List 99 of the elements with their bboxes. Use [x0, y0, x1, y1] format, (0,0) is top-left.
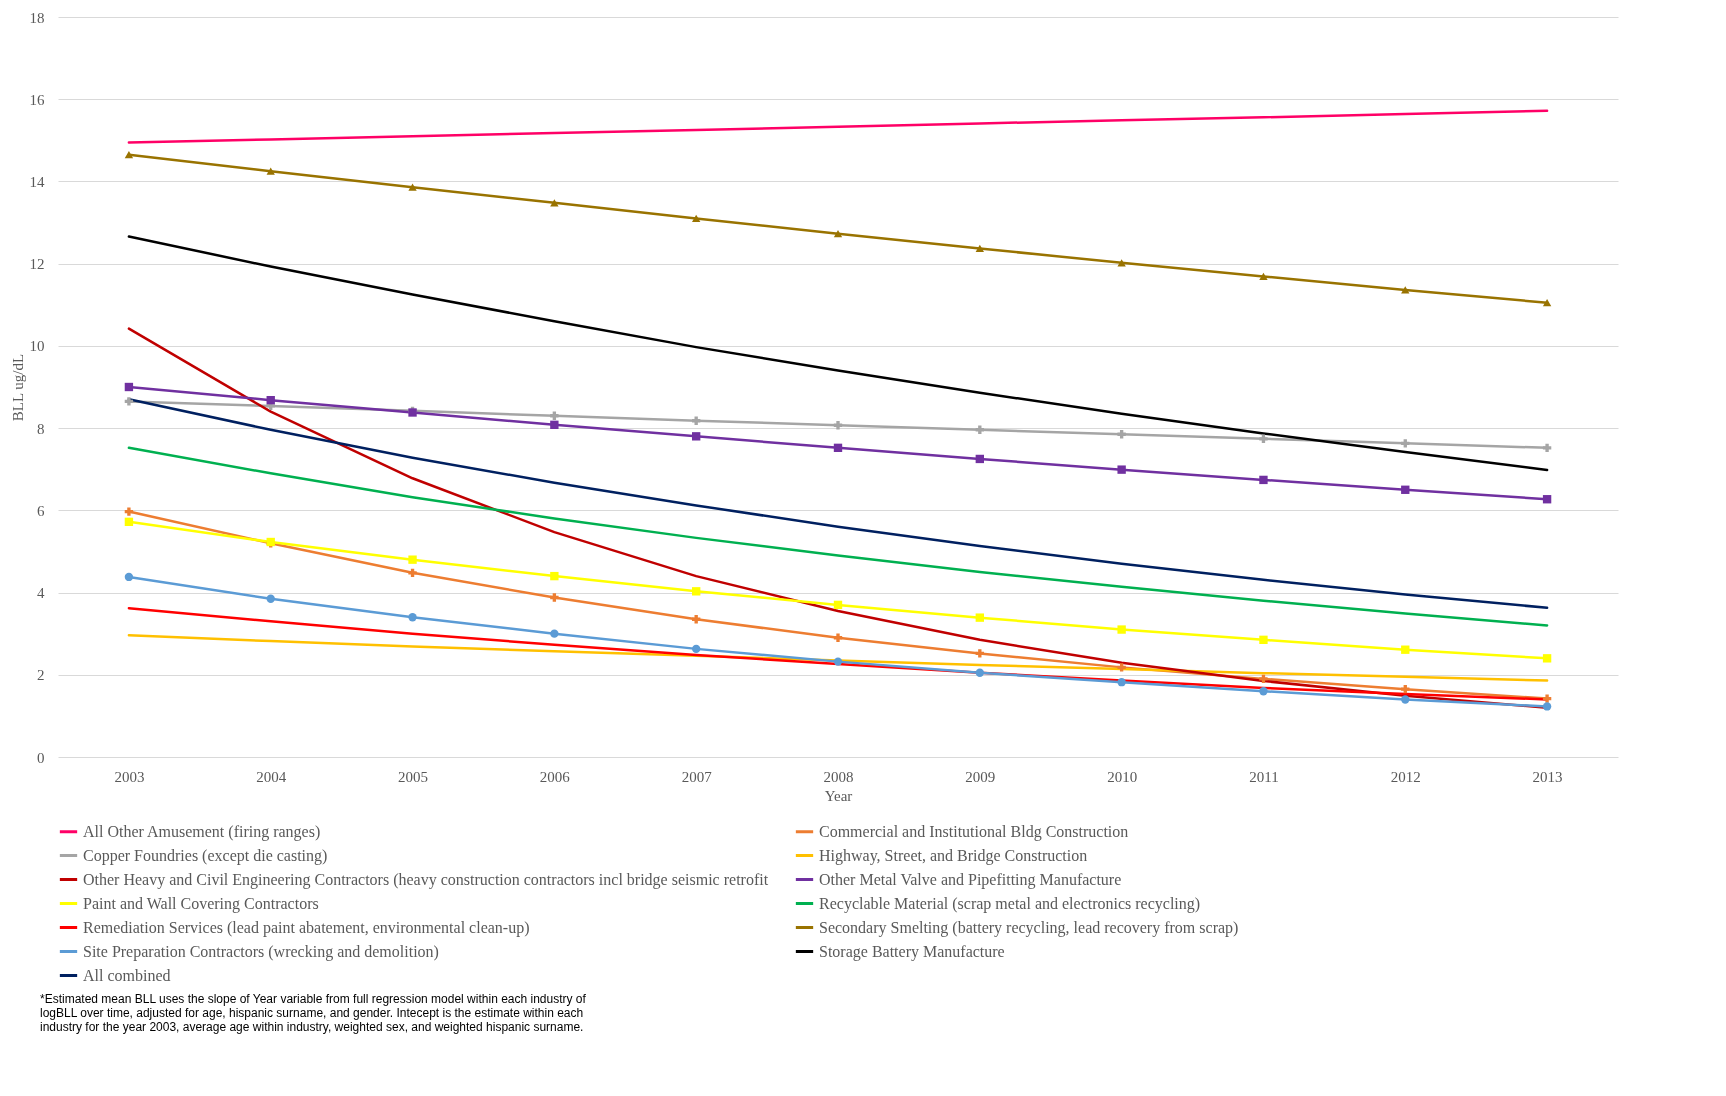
- point: [1259, 434, 1268, 443]
- line-series: [127, 235, 1549, 472]
- point: [1259, 635, 1268, 645]
- point: [1117, 465, 1126, 474]
- point: [692, 432, 701, 441]
- point: [692, 587, 701, 596]
- point: [1117, 678, 1126, 687]
- point: [1401, 439, 1410, 448]
- y-axis-title: BLL ug/dL: [9, 353, 26, 422]
- point: [1401, 695, 1410, 704]
- y-tick-label: 18: [29, 9, 45, 26]
- y-tick-label: 12: [29, 256, 45, 273]
- point: [1401, 684, 1410, 694]
- point: [408, 613, 417, 622]
- point: [1401, 286, 1410, 294]
- x-tick-label: 2009: [965, 768, 996, 785]
- legend-label: Highway, Street, and Bridge Construction: [819, 846, 1088, 865]
- line-series: [127, 109, 1549, 144]
- legend-label: All Other Amusement (firing ranges): [83, 822, 321, 841]
- point: [1117, 663, 1126, 672]
- point: [833, 657, 843, 666]
- point: [1401, 485, 1410, 494]
- x-tick-label: 2004: [256, 768, 287, 785]
- point: [1259, 674, 1268, 684]
- point: [124, 572, 134, 582]
- legend-label: Paint and Wall Covering Contractors: [83, 894, 319, 913]
- point: [550, 629, 559, 638]
- point: [550, 199, 559, 207]
- point: [1542, 654, 1552, 663]
- legend-label: Other Metal Valve and Pipefitting Manufacture: [819, 870, 1122, 889]
- legend-label: Recyclable Material (scrap metal and electronics recycling): [819, 894, 1201, 913]
- point: [266, 167, 275, 175]
- legend-label: Site Preparation Contractors (wrecking and demolition): [83, 942, 439, 961]
- point: [550, 571, 559, 581]
- text: *Estimated mean BLL uses the slope of Year variable from full regression model within each industry of logBLL over time, adjusted for age, hispanic surname, and gender. Intecept is the estimate within each industry for the year 2003, average age within industry, weighted sex, and weighted hispanic surname.: [40, 992, 587, 1034]
- point: [550, 420, 559, 430]
- x-tick-label: 2010: [1107, 768, 1138, 785]
- x-tick-label: 2008: [823, 768, 854, 785]
- point: [266, 594, 275, 603]
- x-tick-label: 2003: [114, 768, 145, 785]
- point: [550, 593, 559, 602]
- point: [975, 454, 984, 464]
- point: [975, 244, 984, 253]
- point: [1401, 645, 1410, 654]
- point: [1542, 443, 1552, 453]
- y-tick-label: 14: [29, 173, 45, 190]
- x-tick-label: 2006: [539, 768, 571, 785]
- y-tick-label: 0: [37, 749, 45, 766]
- point: [408, 568, 417, 578]
- point: [833, 633, 843, 642]
- point: [124, 397, 134, 406]
- y-tick-label: 10: [29, 338, 45, 355]
- point: [1542, 702, 1552, 711]
- point: [1542, 495, 1552, 504]
- point: [1259, 687, 1268, 696]
- legend-label: Commercial and Institutional Bldg Construction: [819, 822, 1129, 841]
- point: [408, 555, 417, 564]
- point: [124, 151, 134, 159]
- point: [833, 421, 843, 430]
- line-series: [127, 446, 1549, 627]
- line-series: [127, 634, 1549, 682]
- y-tick-label: 2: [37, 667, 45, 684]
- legend-label: Copper Foundries (except die casting): [83, 846, 328, 865]
- point: [833, 443, 843, 453]
- point: [1117, 259, 1126, 267]
- x-tick-label: 2013: [1532, 768, 1563, 785]
- y-tick-label: 4: [37, 585, 45, 602]
- point: [266, 395, 275, 405]
- point: [692, 644, 701, 654]
- legend-label: Secondary Smelting (battery recycling, lead recovery from scrap): [819, 918, 1239, 937]
- x-tick-label: 2012: [1390, 768, 1421, 785]
- y-tick-label: 6: [37, 502, 45, 519]
- point: [550, 411, 559, 420]
- point: [975, 649, 984, 658]
- y-tick-label: 16: [29, 91, 45, 108]
- point: [692, 214, 701, 223]
- point: [975, 613, 984, 622]
- x-axis-title: Year: [824, 787, 853, 804]
- x-tick-label: 2005: [398, 768, 429, 785]
- legend-label: Remediation Services (lead paint abatement, environmental clean-up): [83, 918, 530, 937]
- y-tick-label: 8: [37, 420, 45, 437]
- point: [833, 230, 843, 238]
- x-tick-label: 2007: [681, 768, 713, 785]
- point: [408, 183, 417, 191]
- legend-label: Other Heavy and Civil Engineering Contractors (heavy construction contractors incl bridge seismic retrofit: [83, 870, 769, 889]
- point: [1542, 299, 1552, 307]
- legend-label: Storage Battery Manufacture: [819, 942, 1005, 961]
- point: [124, 382, 134, 392]
- point: [833, 600, 843, 610]
- point: [1259, 272, 1268, 281]
- point: [1117, 625, 1126, 634]
- legend-label: All combined: [83, 966, 171, 984]
- point: [124, 507, 134, 516]
- point: [1542, 694, 1552, 703]
- x-tick-label: 2011: [1249, 768, 1279, 785]
- point: [1259, 475, 1268, 485]
- point: [975, 668, 984, 677]
- point: [1117, 430, 1126, 439]
- point: [124, 517, 134, 527]
